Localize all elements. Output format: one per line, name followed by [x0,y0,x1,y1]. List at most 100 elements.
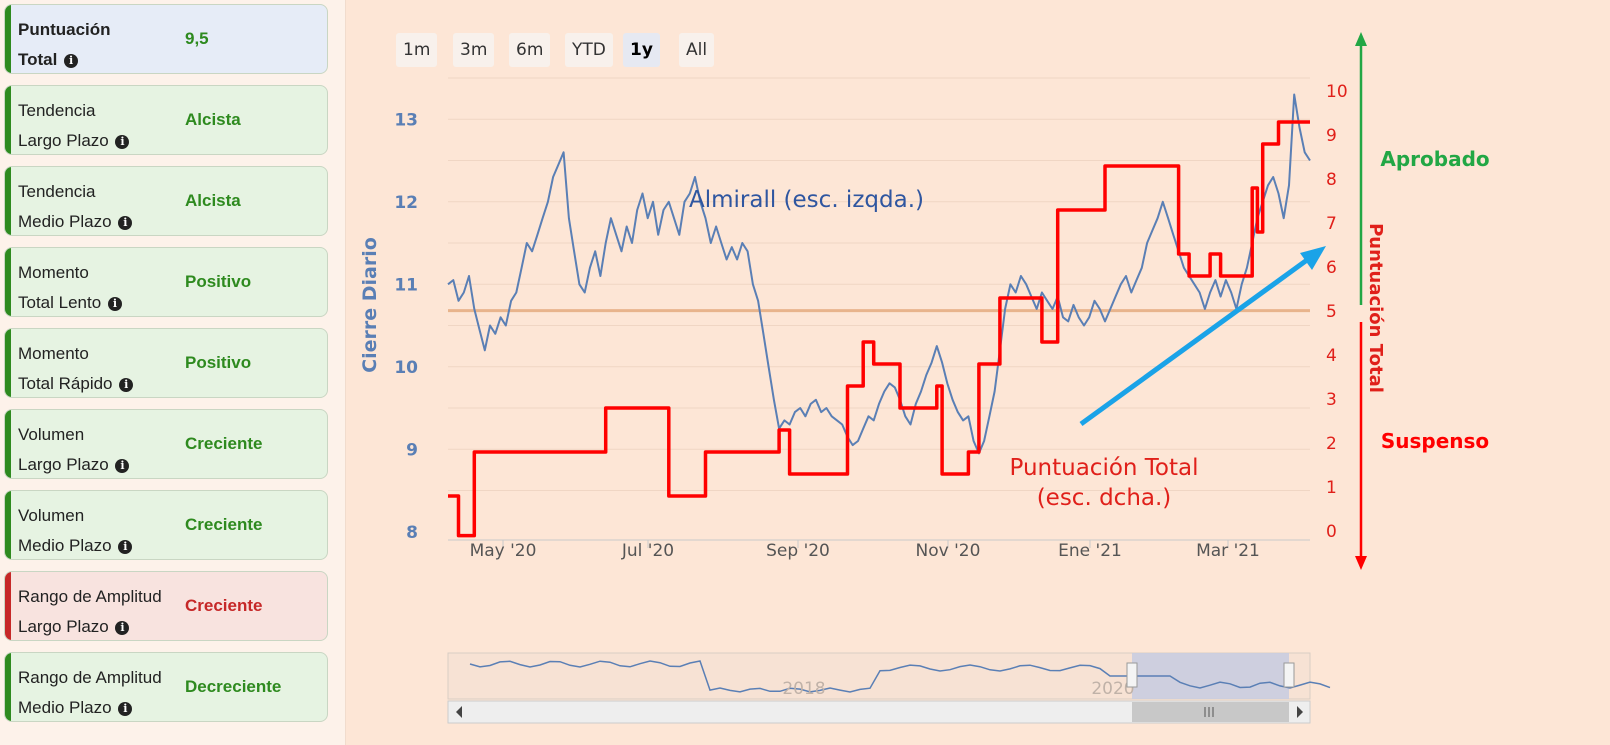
info-icon[interactable]: i [118,702,133,716]
status-bar [5,86,11,154]
pass-label: Aprobado [1380,147,1489,171]
navigator-label: 2018 [782,679,825,699]
range-button-all[interactable]: All [679,33,715,67]
right-tick-label: 0 [1326,522,1337,542]
info-icon[interactable]: i [118,216,133,230]
pass-arrow-head [1355,32,1367,46]
info-icon[interactable]: i [115,459,130,473]
indicator-label-line1: Tendencia [18,182,96,201]
info-icon[interactable]: i [64,54,79,68]
indicator-value: 9,5 [185,29,209,48]
range-button-ytd[interactable]: YTD [565,33,613,67]
scrollbar-thumb[interactable] [1132,702,1289,722]
navigator-handle-right[interactable] [1283,662,1295,688]
right-tick-label: 1 [1326,478,1337,498]
score-series-annotation-line2: (esc. dcha.) [1037,485,1172,511]
info-icon[interactable]: i [107,297,122,311]
indicator-label: Volumen Largo Plazo i [18,420,188,478]
indicator-card: Volumen Medio Plazo i Creciente [4,490,328,560]
indicator-label-line2: Medio Plazo [18,536,112,555]
grid-lines [448,77,1310,541]
chart-area: 1m 3m 6m YTD 1y All 8 9 10 11 12 13 0 1 2 3 4 5 6 7 8 9 10 May… [345,0,1610,745]
indicator-label-line1: Volumen [18,506,85,525]
indicator-label-line2: Total [18,50,58,69]
annotations: Almirall (esc. izqda.) Puntuación Total (e… [689,32,1490,570]
score-line [448,120,1310,538]
status-bar [5,572,11,640]
indicator-label: Rango de Amplitud Medio Plazo i [18,663,188,721]
indicator-card: Rango de Amplitud Largo Plazo i Creciente [4,571,328,641]
price-line [447,93,1311,455]
indicator-card: Volumen Largo Plazo i Creciente [4,409,328,479]
indicator-label-line1: Rango de Amplitud [18,587,162,606]
indicator-card: Tendencia Largo Plazo i Alcista [4,85,328,155]
right-tick-label: 5 [1326,302,1337,322]
indicator-card: Momento Total Rápido i Positivo [4,328,328,398]
indicator-card: Momento Total Lento i Positivo [4,247,328,317]
left-tick-label: 12 [394,193,418,213]
navigator-label: 2020 [1091,679,1134,699]
right-tick-label: 3 [1326,390,1337,410]
info-icon[interactable]: i [115,135,130,149]
x-tick-label: May '20 [470,541,537,561]
indicator-value: Alcista [185,110,241,129]
navigator-handle-left[interactable] [1126,662,1138,688]
indicator-card: Tendencia Medio Plazo i Alcista [4,166,328,236]
left-tick-label: 13 [394,110,418,130]
info-icon[interactable]: i [115,621,130,635]
indicator-label-line1: Puntuación [18,20,111,39]
x-tick-label: Nov '20 [916,541,981,561]
indicator-label-line2: Medio Plazo [18,698,112,717]
status-bar [5,167,11,235]
range-button-1y[interactable]: 1y [623,33,660,67]
status-bar [5,248,11,316]
status-bar [5,491,11,559]
x-tick-label: Mar '21 [1196,541,1260,561]
range-button-3m[interactable]: 3m [453,33,495,67]
indicator-label: Volumen Medio Plazo i [18,501,188,559]
range-button-1m[interactable]: 1m [396,33,438,67]
right-tick-label: 4 [1326,346,1337,366]
info-icon[interactable]: i [119,378,134,392]
left-axis-title: Cierre Diario [359,237,381,373]
indicator-label-line1: Momento [18,263,89,282]
x-tick-label: Jul '20 [621,541,674,561]
info-icon[interactable]: i [118,540,133,554]
indicator-label: Puntuación Total i [18,15,188,73]
navigator-line [469,660,1331,693]
indicator-value: Positivo [185,353,252,372]
indicator-label: Momento Total Lento i [18,258,188,316]
indicator-label-line2: Total Rápido [18,374,113,393]
range-button-6m[interactable]: 6m [509,33,551,67]
right-tick-label: 2 [1326,434,1337,454]
indicator-label: Tendencia Largo Plazo i [18,96,188,154]
series-layer [447,93,1311,538]
fail-arrow-head [1355,556,1367,570]
indicator-label: Rango de Amplitud Largo Plazo i [18,582,188,640]
fail-label: Suspenso [1381,429,1489,453]
indicator-card: Puntuación Total i 9,5 [4,4,328,74]
right-tick-label: 6 [1326,258,1337,278]
indicator-label: Momento Total Rápido i [18,339,188,397]
trend-arrow-shaft [1079,257,1309,427]
left-tick-label: 8 [406,523,418,543]
status-bar [5,329,11,397]
scroll-left-icon[interactable] [456,706,462,718]
status-bar [5,653,11,721]
x-tick-label: Sep '20 [766,541,830,561]
navigator-scrollbar[interactable] [447,700,1311,724]
trend-arrow-head [1300,246,1326,270]
indicator-label-line2: Largo Plazo [18,617,109,636]
indicator-label-line2: Medio Plazo [18,212,112,231]
status-bar [5,5,11,73]
scroll-right-icon[interactable] [1297,706,1303,718]
indicator-label: Tendencia Medio Plazo i [18,177,188,235]
navigator[interactable]: 2018 2020 [447,652,1331,724]
left-tick-label: 10 [394,358,418,378]
x-tick-label: Ene '21 [1058,541,1122,561]
right-tick-label: 8 [1326,170,1337,190]
indicator-value: Alcista [185,191,241,210]
left-tick-label: 11 [394,275,418,295]
